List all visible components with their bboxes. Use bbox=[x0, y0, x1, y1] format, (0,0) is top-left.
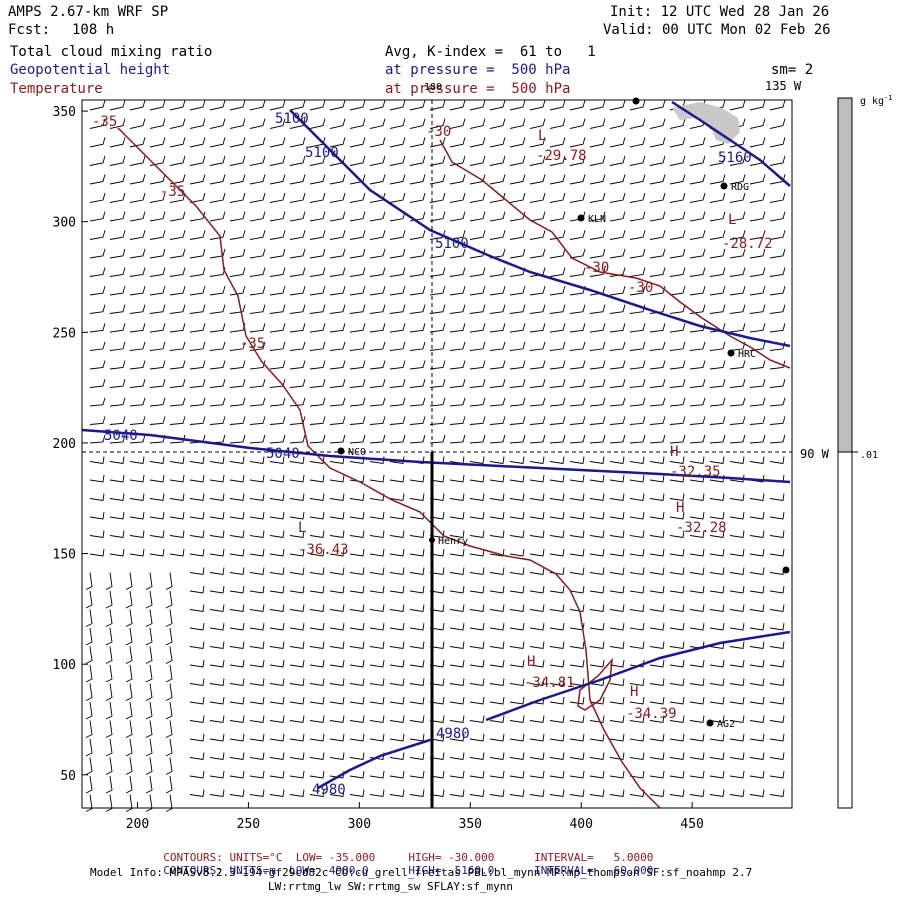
extremum-value: -36.43 bbox=[298, 542, 349, 558]
x-tick-label: 300 bbox=[348, 817, 371, 832]
height-contour-line bbox=[671, 100, 791, 187]
station-label: KLN bbox=[588, 214, 606, 225]
k-index-range: Avg, K-index = 61 to 1 bbox=[385, 44, 596, 60]
height-contour-labels: 5100 5100 5100 5160 5040 5040 4980 4980 bbox=[104, 111, 752, 798]
longitude-label-180: 180 bbox=[424, 82, 443, 93]
init-time: Init: 12 UTC Wed 28 Jan 26 bbox=[610, 4, 830, 20]
height-label: 5040 bbox=[266, 446, 300, 462]
height-label: 5100 bbox=[275, 111, 309, 127]
extremum-letter: H bbox=[630, 684, 638, 700]
y-tick-label: 350 bbox=[53, 105, 76, 120]
extremum-value: -32.28 bbox=[676, 520, 727, 536]
wind-barbs bbox=[85, 99, 786, 812]
height-contours bbox=[81, 100, 791, 790]
station-dot bbox=[720, 182, 728, 190]
station-markers: RDG KLN HRC NCO Henry AG2 bbox=[337, 97, 790, 730]
valid-time: Valid: 00 UTC Mon 02 Feb 26 bbox=[603, 22, 831, 38]
forecast-hour: 108 h bbox=[72, 22, 115, 38]
temperature-contour-line bbox=[439, 139, 791, 369]
height-label: 5100 bbox=[305, 145, 339, 161]
x-tick-label: 250 bbox=[237, 817, 260, 832]
height-label: 5160 bbox=[718, 150, 752, 166]
plot-frame bbox=[81, 99, 793, 809]
station-label: Henry bbox=[438, 536, 468, 547]
extremum-value: -32.35 bbox=[670, 464, 721, 480]
field-height-title: Geopotential height bbox=[10, 62, 171, 78]
temperature-contour-labels: -35 -35 -35 -30 -30 -30 bbox=[92, 114, 653, 352]
height-contour-line bbox=[81, 428, 791, 484]
extremum-letter: L bbox=[538, 128, 546, 144]
extremum-value: -34.39 bbox=[626, 706, 677, 722]
height-contour-info: CONTOURS: UNITS=m LOW= 4980.0 HIGH= 5160… bbox=[163, 864, 654, 877]
station-label: RDG bbox=[731, 182, 749, 193]
y-tick-label: 100 bbox=[53, 658, 76, 673]
temperature-contour-info: CONTOURS: UNITS=°C LOW= -35.000 HIGH= -3… bbox=[163, 851, 654, 864]
extremum-value: -29.78 bbox=[536, 148, 587, 164]
station-dot bbox=[727, 349, 735, 357]
extremum-letter: L bbox=[298, 520, 306, 536]
model-info-radiation: LW:rrtmg_lw SW:rrtmg_sw SFLAY:sf_mynn bbox=[268, 880, 514, 893]
colorbar-tick-label: .01 bbox=[860, 450, 878, 461]
station-dot bbox=[577, 214, 585, 222]
extremum-value: -34.81 bbox=[524, 675, 575, 691]
colorbar-upper-fill bbox=[837, 97, 853, 453]
station-label: NCO bbox=[348, 447, 366, 458]
extremum-letter: H bbox=[676, 500, 684, 516]
extremum-letter: L bbox=[728, 212, 736, 228]
y-tick-label: 50 bbox=[60, 769, 76, 784]
smoothing-value: sm= 2 bbox=[771, 62, 814, 78]
station-label: HRC bbox=[738, 349, 756, 360]
station-dot bbox=[782, 566, 790, 574]
temperature-label: -35 bbox=[92, 114, 117, 130]
station-label: AG2 bbox=[717, 719, 735, 730]
temperature-contours bbox=[117, 127, 791, 809]
temperature-extrema: L -29.78 L -28.72 H -32.35 H -32.28 L -3… bbox=[298, 128, 773, 722]
height-pressure-level: at pressure = 500 hPa bbox=[385, 62, 571, 78]
temperature-pressure-level: at pressure = 500 hPa bbox=[385, 81, 571, 97]
field-temperature-title: Temperature bbox=[10, 81, 103, 97]
temperature-contour-line bbox=[117, 127, 661, 809]
temperature-label: -35 bbox=[240, 336, 265, 352]
longitude-label-90w: 90 W bbox=[800, 447, 829, 461]
extremum-letter: H bbox=[527, 654, 535, 670]
axis-ticks: 200 250 300 350 400 450 50 100 150 200 250 300 350 bbox=[53, 105, 704, 832]
model-info: Model Info: MPASv8.2.3-194-gf29cd82c CU:… bbox=[90, 866, 753, 879]
wind-barb-field bbox=[85, 99, 786, 812]
x-tick-label: 200 bbox=[126, 817, 149, 832]
height-label: 4980 bbox=[436, 726, 470, 742]
model-title: AMPS 2.67-km WRF SP bbox=[8, 4, 169, 20]
extremum-letter: H bbox=[670, 444, 678, 460]
temperature-label: -30 bbox=[426, 124, 451, 140]
y-tick-label: 300 bbox=[53, 216, 76, 231]
extremum-value: -28.72 bbox=[722, 236, 773, 252]
temperature-contour-line bbox=[577, 657, 613, 711]
y-tick-label: 250 bbox=[53, 326, 76, 341]
y-tick-label: 150 bbox=[53, 548, 76, 563]
height-label: 4980 bbox=[312, 782, 346, 798]
temperature-label: -30 bbox=[628, 280, 653, 296]
temperature-label: -30 bbox=[584, 260, 609, 276]
colorbar-unit: g kg-1 bbox=[860, 94, 893, 107]
height-contour-line bbox=[485, 630, 791, 722]
colorbar-lower-fill bbox=[837, 451, 853, 809]
field-cloud-title: Total cloud mixing ratio bbox=[10, 44, 213, 60]
x-tick-label: 450 bbox=[680, 817, 703, 832]
longitude-label-135w: 135 W bbox=[765, 79, 802, 93]
x-tick-label: 350 bbox=[459, 817, 482, 832]
y-tick-label: 200 bbox=[53, 437, 76, 452]
station-dot bbox=[337, 447, 345, 455]
x-tick-label: 400 bbox=[569, 817, 592, 832]
forecast-label: Fcst: bbox=[8, 22, 51, 38]
station-dot bbox=[632, 97, 640, 105]
height-contour-line bbox=[317, 738, 431, 790]
height-label: 5040 bbox=[104, 428, 138, 444]
station-dot bbox=[429, 537, 435, 543]
height-label: 5100 bbox=[435, 236, 469, 252]
temperature-label: -35 bbox=[160, 184, 185, 200]
height-contour-line bbox=[289, 109, 791, 348]
station-dot bbox=[706, 719, 714, 727]
